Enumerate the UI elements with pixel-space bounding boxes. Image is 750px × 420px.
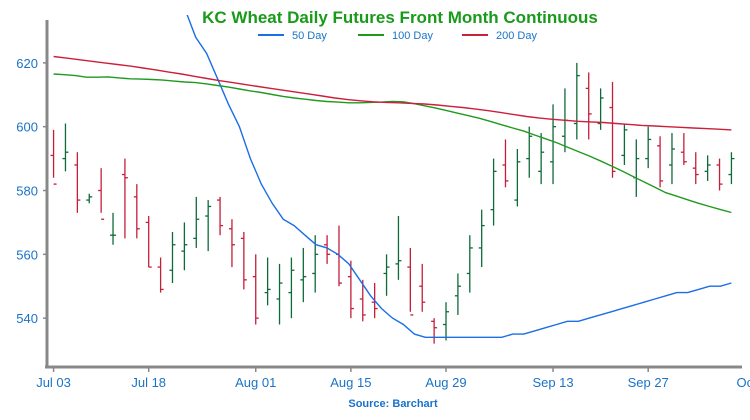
ohlc-bar xyxy=(288,257,295,319)
ohlc-bar xyxy=(86,193,93,204)
ohlc-bar xyxy=(121,158,128,239)
ohlc-bar xyxy=(490,158,497,226)
x-tick-label: Aug 01 xyxy=(235,375,276,390)
y-tick-label: 620 xyxy=(16,56,38,71)
ohlc-bar xyxy=(347,260,354,319)
ohlc-bars xyxy=(50,62,735,344)
ohlc-bar xyxy=(716,158,723,191)
ohlc-bar xyxy=(633,139,640,197)
ohlc-bar xyxy=(704,155,711,181)
ohlc-bar xyxy=(526,126,533,178)
x-tick-label: Aug 15 xyxy=(330,375,371,390)
x-tick-label: Sep 27 xyxy=(628,375,669,390)
ohlc-bar xyxy=(145,216,152,268)
ohlc-bar xyxy=(478,209,485,268)
axes: 540 560 580 600 620 Jul 03 Jul 18 Aug 01 Aug 15… xyxy=(16,20,750,390)
ohlc-bar xyxy=(50,129,57,185)
ohlc-bar xyxy=(383,254,390,296)
ohlc-bar xyxy=(240,231,247,290)
ohlc-bar xyxy=(276,263,283,325)
ohlc-bar xyxy=(407,247,414,316)
y-tick-label: 600 xyxy=(16,120,38,135)
ohlc-bar xyxy=(538,133,545,185)
ohlc-bar xyxy=(609,82,616,178)
legend-label-100: 100 Day xyxy=(392,30,433,42)
ohlc-bar xyxy=(157,257,164,293)
ohlc-bar xyxy=(621,123,628,165)
x-axis-ticks: Jul 03 Jul 18 Aug 01 Aug 15 Aug 29 Sep 13 Sep … xyxy=(36,367,750,390)
ohlc-bar xyxy=(585,72,592,140)
ohlc-bar xyxy=(550,104,557,185)
ohlc-bar xyxy=(395,216,402,280)
ohlc-bar xyxy=(62,123,69,172)
legend-label-50: 50 Day xyxy=(292,30,327,42)
ohlc-bar xyxy=(217,196,224,236)
ohlc-bar xyxy=(692,152,699,185)
ohlc-bar xyxy=(657,136,664,188)
ohlc-bar xyxy=(514,149,521,207)
x-tick-label: Jul 18 xyxy=(131,375,166,390)
legend: 50 Day 100 Day 200 Day xyxy=(258,30,537,42)
ohlc-bar xyxy=(98,168,105,220)
y-tick-label: 580 xyxy=(16,184,38,199)
y-tick-label: 560 xyxy=(16,247,38,262)
ohlc-bar xyxy=(228,219,235,268)
ohlc-bar xyxy=(193,196,200,248)
ohlc-bar xyxy=(668,133,675,185)
x-tick-label: Jul 03 xyxy=(36,375,71,390)
ohlc-bar xyxy=(680,133,687,165)
ohlc-bar xyxy=(110,212,117,245)
legend-label-200: 200 Day xyxy=(496,30,537,42)
ohlc-bar xyxy=(645,126,652,169)
ohlc-bar xyxy=(205,200,212,252)
plot-area xyxy=(50,15,735,344)
ohlc-bar xyxy=(443,302,450,341)
chart-title: KC Wheat Daily Futures Front Month Conti… xyxy=(202,8,598,27)
x-tick-label: Oct 11 xyxy=(737,375,750,390)
y-axis-ticks: 540 560 580 600 620 xyxy=(16,56,47,326)
ohlc-bar xyxy=(133,184,140,239)
y-tick-label: 540 xyxy=(16,311,38,326)
ohlc-bar xyxy=(573,62,580,140)
source-label: Source: Barchart xyxy=(348,398,438,410)
ma-200-line xyxy=(53,55,732,131)
ohlc-bar xyxy=(597,88,604,130)
ohlc-bar xyxy=(431,318,438,344)
ma-50-line xyxy=(186,15,732,338)
ohlc-bar xyxy=(169,231,176,284)
ohlc-bar xyxy=(359,279,366,322)
ohlc-bar xyxy=(324,235,331,264)
x-tick-label: Aug 29 xyxy=(425,375,466,390)
ohlc-bar xyxy=(300,247,307,303)
ohlc-bar xyxy=(419,263,426,312)
ohlc-bar xyxy=(74,152,81,213)
moving-averages xyxy=(53,15,732,338)
ohlc-bar xyxy=(181,222,188,271)
ohlc-bar xyxy=(454,273,461,315)
ohlc-bar xyxy=(728,152,735,185)
ma-100-line xyxy=(53,73,732,214)
ohlc-bar xyxy=(252,254,259,325)
ohlc-bar xyxy=(466,235,473,293)
x-tick-label: Sep 13 xyxy=(532,375,573,390)
ohlc-bar xyxy=(264,257,271,306)
ohlc-bar xyxy=(502,139,509,188)
